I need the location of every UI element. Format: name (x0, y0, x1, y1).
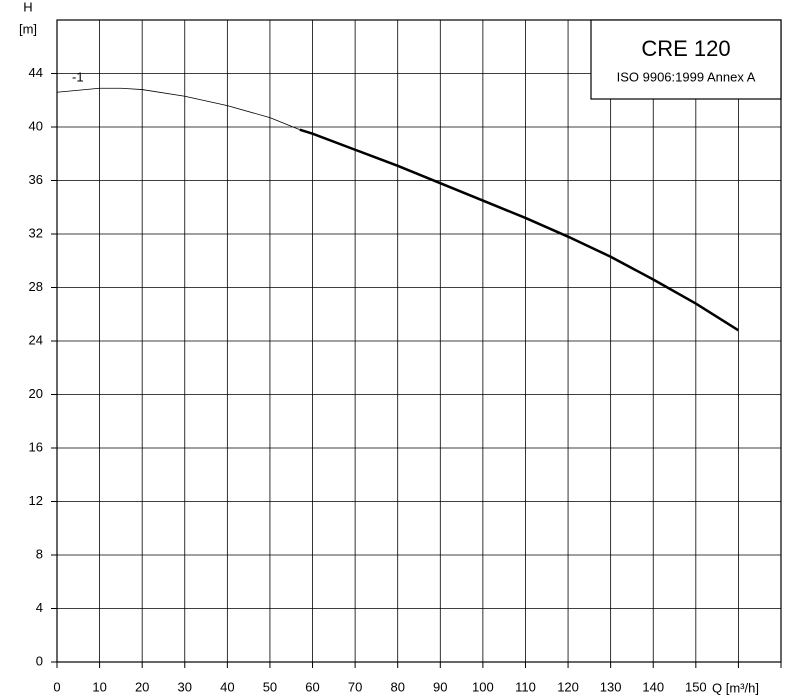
x-tick-label: 50 (263, 679, 277, 694)
x-tick-label: 70 (348, 679, 362, 694)
title-box (590, 19, 782, 100)
x-tick-label: 60 (305, 679, 319, 694)
curve (56, 87, 300, 131)
x-tick-label: 20 (135, 679, 149, 694)
x-tick-label: 140 (642, 679, 664, 694)
y-tick-label: 8 (36, 546, 43, 561)
x-tick-label: 10 (92, 679, 106, 694)
x-tick-label: 40 (220, 679, 234, 694)
y-tick-label: 32 (29, 225, 43, 240)
x-tick-label: 90 (433, 679, 447, 694)
x-tick-label: 0 (53, 679, 60, 694)
y-tick-label: 20 (29, 386, 43, 401)
x-tick-label: 80 (390, 679, 404, 694)
x-tick-label: 30 (178, 679, 192, 694)
y-tick-label: 0 (36, 653, 43, 668)
x-tick-label: 150 (685, 679, 707, 694)
chart-title: CRE 120 (641, 36, 730, 61)
y-tick-label: 4 (36, 600, 43, 615)
plot-frame (56, 19, 782, 663)
curve (299, 128, 740, 332)
y-tick-label: 36 (29, 172, 43, 187)
y-axis-unit: [m] (19, 21, 37, 36)
curve-label: -1 (72, 69, 84, 84)
y-tick-label: 44 (29, 65, 43, 80)
y-tick-label: 28 (29, 279, 43, 294)
y-axis-label: H (23, 0, 32, 14)
y-tick-label: 24 (29, 332, 43, 347)
y-tick-label: 16 (29, 439, 43, 454)
chart-subtitle: ISO 9906:1999 Annex A (617, 69, 756, 84)
x-tick-label: 130 (600, 679, 622, 694)
y-tick-label: 40 (29, 118, 43, 133)
x-tick-label: 100 (472, 679, 494, 694)
x-tick-label: 120 (557, 679, 579, 694)
x-tick-label: 110 (515, 679, 536, 694)
y-tick-label: 12 (29, 493, 43, 508)
x-axis-label: Q [m³/h] (712, 680, 759, 695)
